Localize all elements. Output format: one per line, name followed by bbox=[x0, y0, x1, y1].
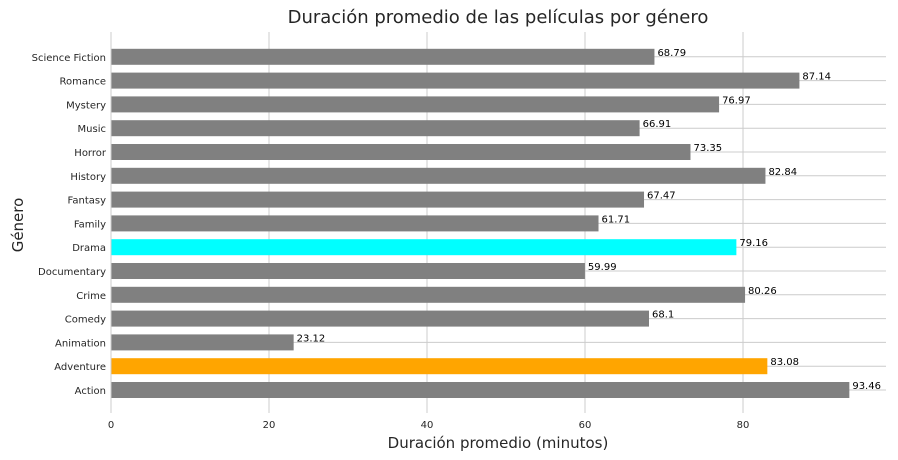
value-labels: 93.46 83.08 23.12 68.1 80.26 59.99 79.16 61.71 6… bbox=[297, 48, 881, 392]
x-tick-label: 0 bbox=[108, 420, 114, 431]
bar-value-label: 80.26 bbox=[748, 286, 777, 297]
bar-value-label: 87.14 bbox=[802, 72, 831, 83]
bar-value-label: 68.79 bbox=[657, 48, 686, 59]
y-tick-label: Comedy bbox=[65, 315, 106, 326]
y-axis-label: Género bbox=[9, 198, 27, 253]
bar-music bbox=[111, 120, 640, 137]
bar-value-label: 67.47 bbox=[647, 191, 676, 202]
y-tick-label: Horror bbox=[74, 148, 107, 159]
bar-value-label: 66.91 bbox=[643, 119, 672, 130]
y-tick-label: Documentary bbox=[38, 267, 106, 278]
bar-value-label: 83.08 bbox=[770, 357, 799, 368]
bar-value-label: 61.71 bbox=[602, 214, 631, 225]
bar-value-label: 79.16 bbox=[739, 238, 768, 249]
bars bbox=[111, 48, 850, 398]
bar-mystery bbox=[111, 96, 720, 113]
bar-romance bbox=[111, 72, 800, 89]
x-tick-label: 40 bbox=[421, 420, 434, 431]
x-tick-label: 60 bbox=[579, 420, 592, 431]
bar-drama bbox=[111, 239, 737, 256]
y-tick-labels: Action Adventure Animation Comedy Crime Docum… bbox=[32, 53, 107, 397]
bar-family bbox=[111, 215, 599, 232]
y-tick-label: Music bbox=[78, 124, 106, 135]
bar-comedy bbox=[111, 310, 649, 327]
bar-crime bbox=[111, 286, 746, 303]
bar-value-label: 59.99 bbox=[588, 262, 617, 273]
x-axis-label: Duración promedio (minutos) bbox=[388, 434, 609, 452]
y-tick-label: Animation bbox=[55, 338, 106, 349]
bar-value-label: 76.97 bbox=[722, 95, 751, 106]
y-tick-label: Family bbox=[74, 219, 106, 230]
bar-history bbox=[111, 167, 766, 184]
bar-horror bbox=[111, 144, 691, 160]
y-tick-label: Mystery bbox=[66, 100, 106, 111]
chart-title: Duración promedio de las películas por g… bbox=[288, 7, 709, 28]
bar-value-label: 68.1 bbox=[652, 310, 674, 321]
bar-science-fiction bbox=[111, 48, 655, 65]
bar-adventure bbox=[111, 358, 768, 375]
x-tick-label: 20 bbox=[263, 420, 276, 431]
y-tick-label: Drama bbox=[72, 243, 106, 254]
y-tick-label: Crime bbox=[76, 291, 106, 302]
bar-value-label: 23.12 bbox=[297, 333, 326, 344]
bar-value-label: 82.84 bbox=[768, 167, 797, 178]
bar-documentary bbox=[111, 263, 585, 279]
bar-animation bbox=[111, 334, 294, 351]
y-tick-label: Science Fiction bbox=[32, 53, 106, 64]
x-tick-label: 80 bbox=[737, 420, 750, 431]
bar-action bbox=[111, 382, 850, 398]
bar-fantasy bbox=[111, 191, 645, 208]
y-tick-label: Adventure bbox=[54, 362, 106, 373]
bar-value-label: 93.46 bbox=[852, 381, 881, 392]
bar-value-label: 73.35 bbox=[693, 143, 722, 154]
y-tick-label: Romance bbox=[60, 77, 106, 88]
y-tick-label: History bbox=[70, 172, 106, 183]
y-tick-label: Action bbox=[75, 386, 106, 397]
y-tick-label: Fantasy bbox=[68, 196, 107, 207]
x-tick-labels: 0 20 40 60 80 bbox=[108, 420, 750, 431]
